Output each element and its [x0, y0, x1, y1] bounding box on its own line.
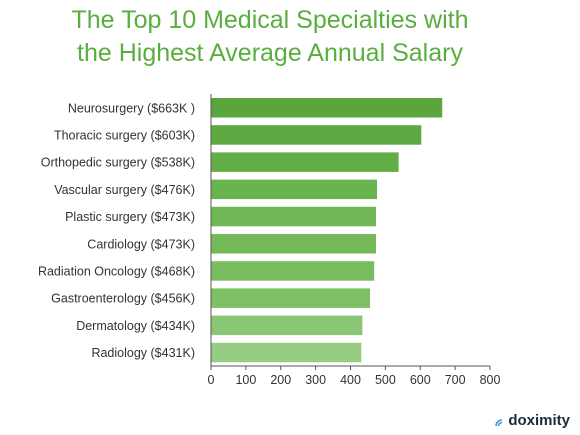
- bar-4: [211, 179, 378, 200]
- bar-7: [211, 261, 375, 281]
- category-label-6: Cardiology ($473K): [87, 237, 195, 251]
- x-tick-label-800: 800: [480, 373, 501, 387]
- doximity-logo-icon: [494, 415, 506, 427]
- chart-title-line-2: the Highest Average Annual Salary: [77, 39, 463, 67]
- chart-title-line-1: The Top 10 Medical Specialties with: [71, 6, 469, 34]
- category-label-3: Orthopedic surgery ($538K): [41, 156, 195, 170]
- bars-layer: [211, 98, 443, 363]
- bar-9: [211, 315, 363, 336]
- bar-1: [211, 98, 443, 118]
- x-tick-label-100: 100: [235, 373, 256, 387]
- chart-title: The Top 10 Medical Specialties with the …: [0, 4, 540, 70]
- category-label-1: Neurosurgery ($663K ): [68, 101, 195, 115]
- category-label-5: Plastic surgery ($473K): [65, 210, 195, 224]
- x-tick-label-200: 200: [270, 373, 291, 387]
- category-label-2: Thoracic surgery ($603K): [54, 128, 195, 142]
- bar-5: [211, 206, 376, 227]
- bar-2: [211, 125, 422, 145]
- category-label-4: Vascular surgery ($476K): [54, 183, 195, 197]
- x-tick-label-600: 600: [410, 373, 431, 387]
- x-tick-label-300: 300: [305, 373, 326, 387]
- category-labels: Neurosurgery ($663K ) Thoracic surgery ($…: [38, 101, 195, 360]
- x-tick-label-0: 0: [208, 373, 215, 387]
- bar-3: [211, 152, 399, 172]
- category-label-8: Gastroenterology ($456K): [51, 292, 195, 306]
- x-tick-label-400: 400: [340, 373, 361, 387]
- bar-10: [211, 342, 362, 363]
- doximity-logo-text: doximity: [508, 412, 570, 429]
- x-axis: 0 100 200 300 400 500 600 700 800: [208, 94, 501, 387]
- bar-6: [211, 234, 376, 254]
- category-label-10: Radiology ($431K): [91, 346, 195, 360]
- category-label-9: Dermatology ($434K): [76, 319, 195, 333]
- x-tick-label-500: 500: [375, 373, 396, 387]
- doximity-logo: doximity: [494, 412, 570, 429]
- bar-8: [211, 288, 371, 308]
- category-label-7: Radiation Oncology ($468K): [38, 264, 195, 278]
- x-tick-label-700: 700: [445, 373, 466, 387]
